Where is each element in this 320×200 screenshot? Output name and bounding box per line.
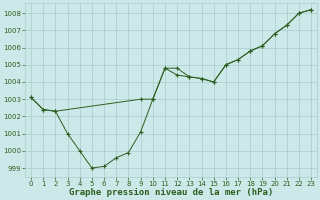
X-axis label: Graphe pression niveau de la mer (hPa): Graphe pression niveau de la mer (hPa) bbox=[69, 188, 273, 197]
